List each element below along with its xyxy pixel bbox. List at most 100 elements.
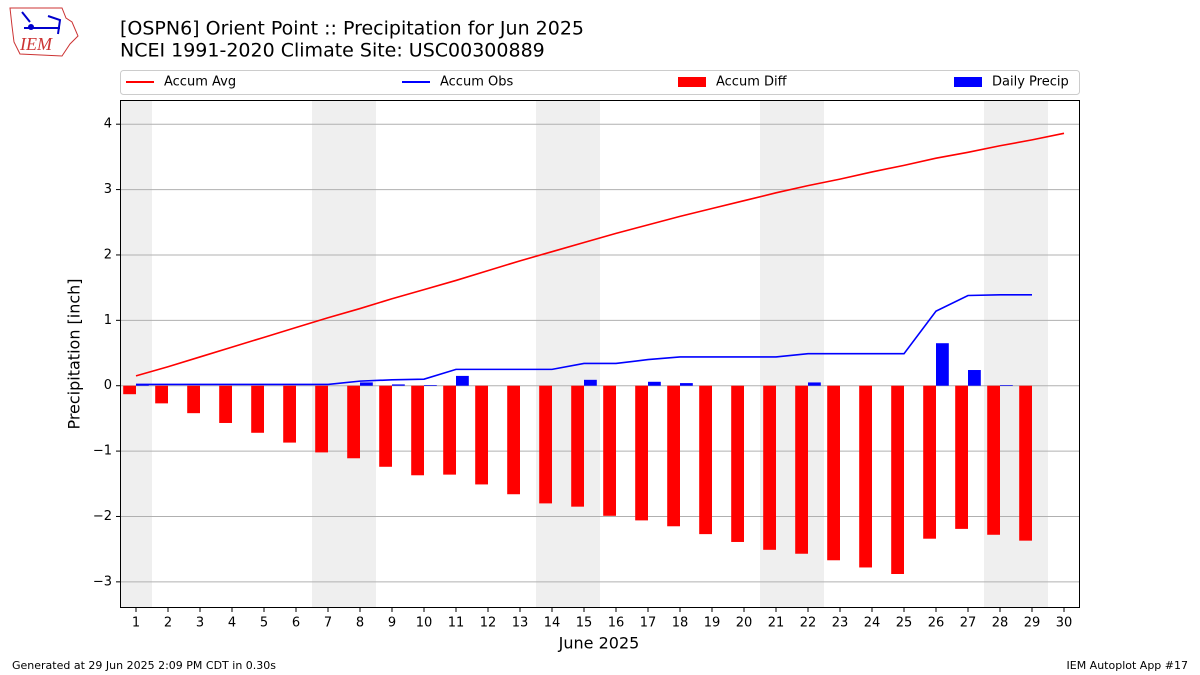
x-tick-label: 8 xyxy=(356,616,364,631)
x-axis-label: June 2025 xyxy=(558,634,640,653)
bar xyxy=(603,385,616,516)
x-tick-label: 22 xyxy=(800,616,817,631)
x-tick-label: 3 xyxy=(196,616,204,631)
bar xyxy=(507,385,520,495)
x-tick-label: 5 xyxy=(260,616,268,631)
bar xyxy=(891,385,904,575)
logo: IEM xyxy=(9,7,79,57)
x-tick-label: 2 xyxy=(164,616,172,631)
x-tick-label: 30 xyxy=(1056,616,1073,631)
legend-swatch xyxy=(678,77,706,87)
x-tick-label: 15 xyxy=(576,616,593,631)
x-tick-label: 19 xyxy=(704,616,721,631)
bar xyxy=(456,375,469,386)
x-tick-label: 16 xyxy=(608,616,625,631)
plot-frame xyxy=(120,100,1080,608)
bar xyxy=(955,385,968,529)
bar xyxy=(584,379,597,386)
y-tick-label: −2 xyxy=(93,509,112,524)
x-tick-label: 25 xyxy=(896,616,913,631)
y-tick-label: 3 xyxy=(104,182,112,197)
x-tick-label: 13 xyxy=(512,616,529,631)
bar xyxy=(379,385,392,467)
x-tick-label: 20 xyxy=(736,616,753,631)
x-tick-label: 7 xyxy=(324,616,332,631)
line xyxy=(136,294,1032,386)
bar xyxy=(360,382,373,386)
bar xyxy=(635,385,648,521)
logo-text: IEM xyxy=(19,34,53,54)
x-tick-label: 11 xyxy=(448,616,465,631)
weekend-band xyxy=(536,100,600,608)
bar xyxy=(187,385,200,414)
bar xyxy=(283,385,296,443)
bar xyxy=(667,385,680,527)
bar xyxy=(571,385,584,507)
weekend-shading xyxy=(120,100,1048,608)
bar xyxy=(808,382,821,386)
bar xyxy=(827,385,840,561)
bar xyxy=(155,385,168,404)
y-tick-label: −3 xyxy=(93,574,112,589)
x-tick-label: 9 xyxy=(388,616,396,631)
bar xyxy=(731,385,744,542)
bar xyxy=(680,383,693,386)
x-tick-label: 14 xyxy=(544,616,561,631)
bar xyxy=(968,370,981,386)
bar xyxy=(859,385,872,568)
bar xyxy=(347,385,360,459)
bar xyxy=(763,385,776,550)
chart-subtitle: NCEI 1991-2020 Climate Site: USC00300889 xyxy=(120,40,545,62)
x-tick-label: 23 xyxy=(832,616,849,631)
x-tick-label: 4 xyxy=(228,616,236,631)
x-tick-label: 24 xyxy=(864,616,881,631)
x-tick-label: 26 xyxy=(928,616,945,631)
bar xyxy=(539,385,552,504)
legend-label: Daily Precip xyxy=(992,75,1069,90)
legend-box xyxy=(120,70,1080,95)
y-tick-label: −1 xyxy=(93,444,112,459)
x-tick-label: 12 xyxy=(480,616,497,631)
line xyxy=(135,132,1065,377)
x-tick-label: 10 xyxy=(416,616,433,631)
legend-label: Accum Avg xyxy=(164,75,236,90)
bar xyxy=(443,385,456,475)
bar xyxy=(392,384,405,386)
legend-label: Accum Obs xyxy=(440,75,513,90)
x-tick-label: 6 xyxy=(292,616,300,631)
bar xyxy=(1019,385,1032,541)
x-tick-label: 1 xyxy=(132,616,140,631)
bar xyxy=(936,343,949,386)
legend-swatch xyxy=(954,77,982,87)
bar xyxy=(987,385,1000,535)
bar xyxy=(699,385,712,535)
chart-title: [OSPN6] Orient Point :: Precipitation fo… xyxy=(120,18,584,40)
bar xyxy=(219,385,232,423)
y-tick-label: 4 xyxy=(104,117,112,132)
bar xyxy=(1000,385,1013,386)
y-tick-label: 1 xyxy=(104,313,112,328)
bar xyxy=(123,385,136,395)
bar xyxy=(315,385,328,453)
bar xyxy=(411,385,424,476)
x-tick-label: 27 xyxy=(960,616,977,631)
x-tick-label: 21 xyxy=(768,616,785,631)
bar xyxy=(923,385,936,539)
bar xyxy=(795,385,808,554)
x-tick-label: 17 xyxy=(640,616,657,631)
y-tick-label: 2 xyxy=(104,247,112,262)
y-axis-label: Precipitation [inch] xyxy=(65,278,84,429)
footer-right: IEM Autoplot App #17 xyxy=(1067,659,1189,672)
x-tick-label: 29 xyxy=(1024,616,1041,631)
bar xyxy=(251,385,264,433)
legend-label: Accum Diff xyxy=(716,75,788,90)
x-tick-label: 28 xyxy=(992,616,1009,631)
bar xyxy=(475,385,488,485)
weekend-band xyxy=(120,100,152,608)
bar xyxy=(424,385,437,386)
footer-left: Generated at 29 Jun 2025 2:09 PM CDT in … xyxy=(12,659,276,672)
y-tick-label: 0 xyxy=(104,378,112,393)
weekend-band xyxy=(312,100,376,608)
x-tick-label: 18 xyxy=(672,616,689,631)
